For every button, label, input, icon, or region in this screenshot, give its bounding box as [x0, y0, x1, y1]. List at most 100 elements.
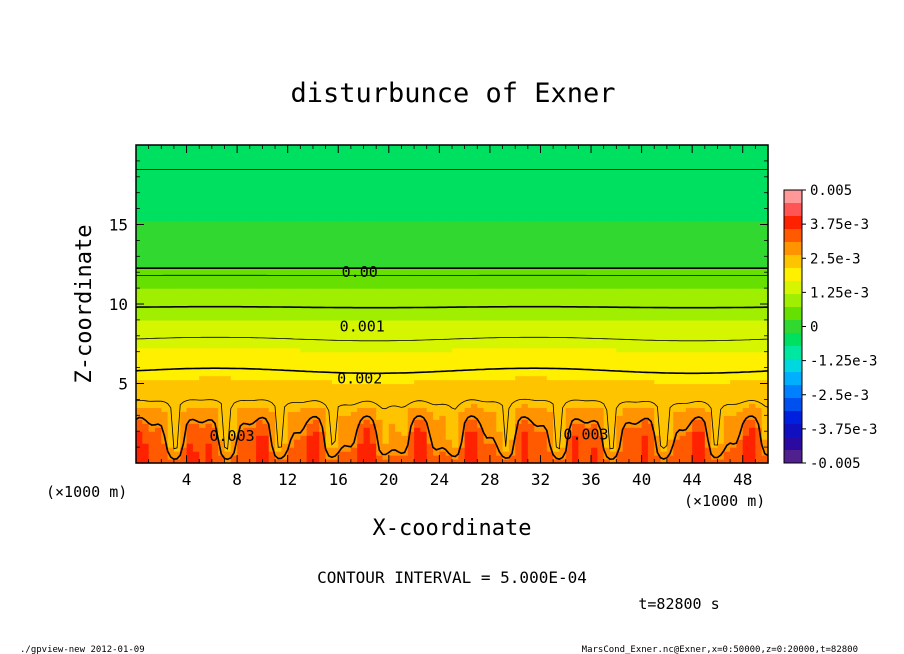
field-cell [452, 343, 459, 349]
field-cell [565, 300, 573, 305]
field-cell [591, 383, 598, 389]
field-cell [287, 407, 295, 412]
field-cell [338, 459, 346, 464]
field-cell [363, 415, 371, 420]
field-cell [761, 427, 769, 432]
field-cell [470, 268, 478, 273]
field-cell [350, 327, 358, 333]
field-cell [363, 264, 371, 269]
field-cell [717, 367, 725, 373]
field-cell [521, 307, 529, 313]
field-cell [647, 383, 655, 389]
field-cell [300, 387, 308, 393]
field-cell [654, 443, 662, 448]
field-cell [730, 327, 737, 333]
field-cell [388, 411, 396, 416]
field-cell [407, 284, 415, 289]
field-cell [312, 304, 320, 309]
field-cell [350, 355, 358, 361]
field-cell [211, 323, 219, 329]
field-cell [628, 339, 636, 345]
field-cell [426, 351, 434, 357]
field-cell [559, 367, 567, 373]
field-cell [433, 319, 440, 325]
field-cell [698, 447, 706, 452]
field-cell [382, 435, 390, 440]
field-cell [546, 296, 554, 301]
field-cell [173, 296, 181, 301]
field-cell [711, 399, 719, 404]
field-cell [761, 319, 769, 325]
field-cell [660, 355, 668, 361]
field-cell [180, 451, 188, 456]
field-cell [502, 427, 510, 432]
field-cell [148, 319, 156, 325]
field-cell [306, 347, 314, 353]
field-cell [161, 387, 169, 393]
field-cell [256, 419, 263, 424]
field-cell [742, 391, 750, 397]
field-cell [610, 427, 617, 432]
field-cell [230, 264, 238, 269]
field-cell [508, 395, 516, 400]
field-cell [584, 280, 592, 285]
field-cell [761, 335, 769, 341]
field-cell [597, 276, 605, 281]
field-cell [388, 339, 396, 345]
field-cell [319, 399, 327, 404]
field-cell [136, 371, 143, 377]
field-cell [483, 383, 491, 389]
field-cell [761, 419, 769, 424]
field-cell [742, 375, 750, 381]
field-cell [502, 411, 510, 416]
field-cell [610, 387, 617, 393]
field-cell [224, 335, 232, 341]
field-cell [711, 264, 719, 269]
field-cell [508, 439, 516, 444]
field-cell [230, 431, 238, 436]
field-cell [641, 387, 649, 393]
field-cell [477, 363, 485, 369]
field-cell [666, 276, 674, 281]
field-cell [572, 268, 579, 273]
field-cell [275, 371, 282, 377]
field-cell [654, 363, 662, 369]
field-cell [591, 280, 598, 285]
field-cell [723, 319, 731, 325]
field-cell [275, 296, 282, 301]
field-cell [211, 351, 219, 357]
field-cell [508, 431, 516, 436]
field-cell [458, 351, 466, 357]
field-cell [192, 268, 200, 273]
field-cell [502, 383, 510, 389]
field-cell [749, 459, 756, 464]
field-cell [641, 280, 649, 285]
field-cell [218, 264, 226, 269]
field-cell [622, 379, 630, 385]
field-cell [477, 327, 485, 333]
field-cell [597, 391, 605, 397]
field-cell [572, 427, 579, 432]
field-cell [350, 323, 358, 329]
field-cell [477, 459, 485, 464]
field-cell [199, 268, 207, 273]
field-cell [363, 447, 371, 452]
field-cell [376, 300, 384, 305]
field-cell [395, 343, 403, 349]
field-cell [312, 307, 320, 313]
field-cell [161, 371, 169, 377]
field-cell [268, 371, 276, 377]
field-cell [243, 280, 251, 285]
field-cell [761, 311, 769, 317]
field-cell [635, 443, 643, 448]
field-cell [452, 407, 459, 412]
field-cell [148, 387, 156, 393]
field-cell [306, 383, 314, 389]
field-cell [685, 300, 693, 305]
field-cell [262, 272, 270, 277]
field-cell [224, 415, 232, 420]
field-cell [312, 300, 320, 305]
field-cell [294, 359, 301, 365]
field-cell [540, 443, 548, 448]
field-cell [736, 280, 744, 285]
